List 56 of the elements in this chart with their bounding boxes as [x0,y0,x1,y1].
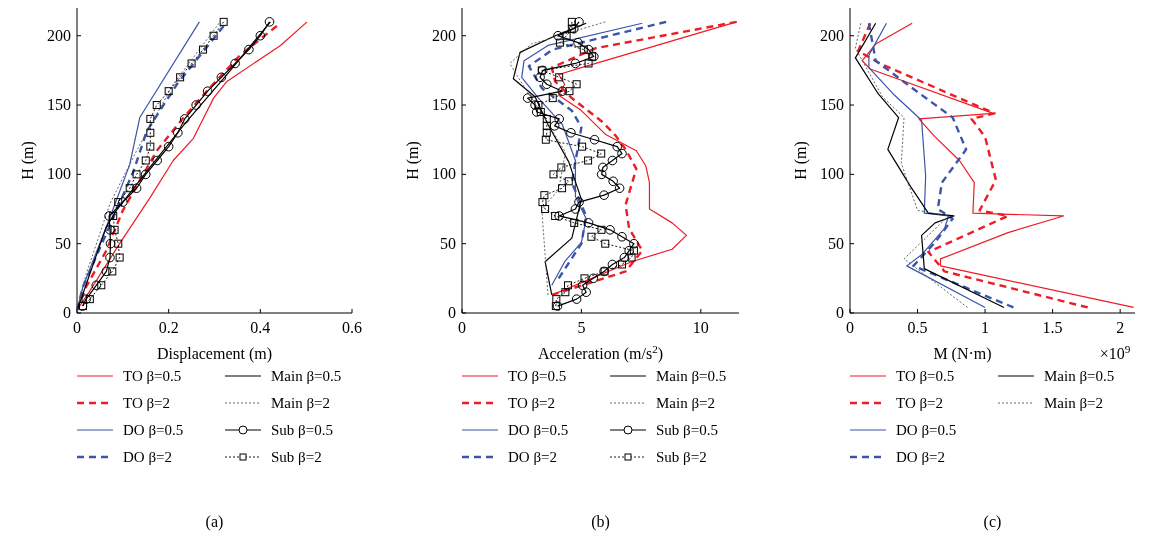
legend-label: Main β=2 [271,395,331,411]
x-tick-label: 0.6 [342,319,362,336]
text: (b) [591,513,610,531]
legend-label: Main β=2 [1044,395,1104,411]
legend-label: Sub β=0.5 [656,422,718,438]
y-tick-label: 50 [828,234,844,252]
x-tick-label: 0.2 [158,319,179,336]
y-tick-label: 150 [820,96,844,114]
y-tick-label: 200 [820,26,844,44]
y-tick-label: 50 [55,234,71,252]
legend-label: Sub β=2 [271,449,322,465]
x-tick-label: 1.5 [1042,319,1063,336]
legend-label: DO β=2 [508,449,558,465]
y-tick-label: 0 [63,304,71,321]
legend-label: Main β=0.5 [271,368,342,384]
legend-label: DO β=0.5 [896,422,957,438]
legend-label: Sub β=2 [656,449,707,465]
x-tick-label: 0.4 [250,319,271,336]
x-tick-label: 0.5 [907,319,928,336]
legend-label: TO β=2 [896,395,944,411]
x-axis-title: M (N·m) [933,345,992,363]
y-tick-label: 0 [836,304,844,321]
legend-label: TO β=2 [123,395,171,411]
legend-label: Sub β=0.5 [271,422,333,438]
legend-label: DO β=2 [123,449,173,465]
legend-label: TO β=0.5 [896,368,955,384]
legend-label: Main β=2 [656,395,716,411]
legend-label: TO β=2 [508,395,556,411]
y-tick-label: 150 [47,96,71,114]
y-tick-label: 100 [47,165,71,183]
y-tick-label: 200 [432,26,456,44]
y-axis-title: H (m) [404,141,422,180]
x-axis-title: Displacement (m) [156,345,273,363]
legend-label: Main β=0.5 [1044,368,1115,384]
y-tick-label: 50 [440,234,456,252]
text: (a) [205,513,224,531]
legend-label: DO β=0.5 [123,422,184,438]
y-axis-title: H (m) [792,141,810,180]
x-tick-label: 2 [1116,319,1125,336]
y-tick-label: 200 [47,26,71,44]
legend-label: TO β=0.5 [508,368,567,384]
y-axis-title: H (m) [19,141,37,180]
legend-label: Main β=0.5 [656,368,727,384]
y-tick-label: 0 [448,304,456,321]
legend-label: TO β=0.5 [123,368,182,384]
legend-label: DO β=0.5 [508,422,569,438]
legend-label: DO β=2 [896,449,946,465]
x-tick-label: 5 [577,319,586,336]
y-tick-label: 100 [820,165,844,183]
x-tick-label: 1 [981,319,990,336]
y-tick-label: 150 [432,96,456,114]
x-tick-label: 10 [692,319,709,336]
y-tick-label: 100 [432,165,456,183]
x-axis-title: Acceleration (m/s$^{2}$) [537,343,664,363]
text: ×10$^{9}$ [1099,343,1131,362]
text: (c) [983,513,1002,531]
